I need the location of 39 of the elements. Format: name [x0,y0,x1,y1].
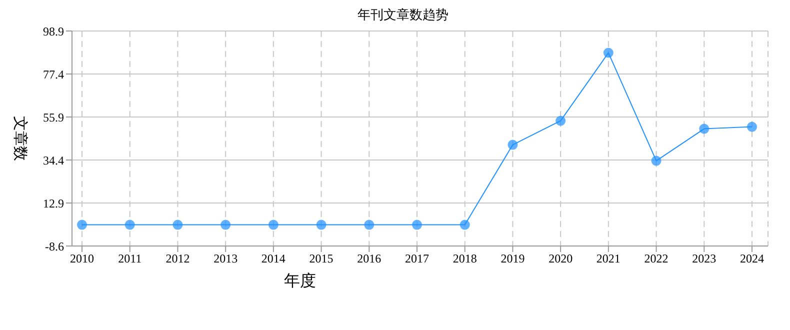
point [651,156,662,166]
y-tick-label: 12.9 [43,196,64,210]
point [508,140,518,150]
point [77,220,87,230]
y-tick-label: 55.9 [43,110,64,124]
y-tick-label: 34.4 [43,153,64,168]
x-tick-label: 2024 [740,252,764,266]
x-tick-label: 2022 [644,252,668,266]
point [220,220,231,230]
x-axis-title: 年度 [284,272,316,290]
x-tick-label: 2011 [118,252,142,266]
y-tick-label: 77.4 [43,67,64,82]
x-tick-label: 2012 [166,252,190,266]
x-tick-label: 2021 [596,252,620,266]
point [364,220,374,230]
y-axis-title: 文章数 [12,116,29,161]
point [699,124,710,134]
point [172,220,183,230]
x-tick-label: 2023 [692,252,716,266]
chart-title: 年刊文章数趋势 [356,7,450,22]
x-tick-label: 2015 [309,252,334,266]
x-tick-label: 2013 [214,252,238,266]
point [460,220,470,230]
point [124,220,135,230]
x-tick-label: 2017 [405,252,429,266]
y-tick-label: 98.9 [43,24,64,38]
x-tick-label: 2020 [548,252,573,266]
point [268,220,278,230]
y-tick-label: -8.6 [45,239,64,254]
point [412,220,422,230]
point [316,220,326,230]
point [603,48,614,58]
x-tick-label: 2010 [70,252,94,266]
point [556,116,566,126]
x-tick-label: 2016 [357,252,382,266]
point [747,122,757,132]
x-tick-label: 2014 [261,252,286,266]
x-tick-label: 2018 [452,252,477,266]
x-tick-label: 2019 [500,252,525,266]
